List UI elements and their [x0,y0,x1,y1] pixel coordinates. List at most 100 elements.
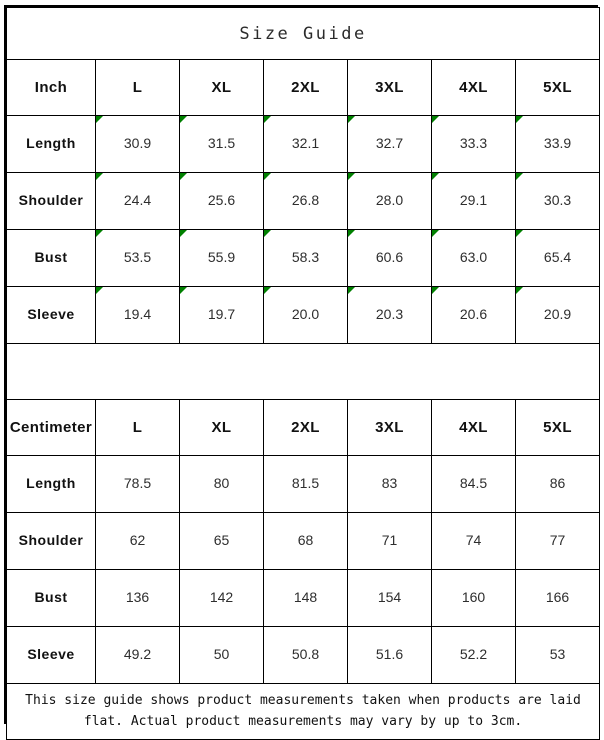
footer-note-row: This size guide shows product measuremen… [5,683,601,740]
size-header-cell: 4XL [431,59,516,116]
size-label: 3XL [375,418,404,436]
measure-value: 25.6 [207,192,236,208]
measure-value-cell: 19.4 [95,286,180,344]
measure-value: 20.6 [459,306,488,322]
measure-value: 49.2 [123,646,152,662]
measure-value: 62 [129,532,146,548]
size-header-cell: XL [179,399,264,456]
measure-value: 52.2 [459,646,488,662]
size-label: 4XL [459,78,488,96]
measure-value-cell: 60.6 [347,229,432,287]
measure-value-cell: 20.6 [431,286,516,344]
measure-value-cell: 62 [95,512,180,570]
size-header-cell: 5XL [514,59,601,116]
header-row: Centimeter L XL 2XL 3XL 4XL 5XL [6,399,601,456]
measure-value-cell: 84.5 [431,455,516,513]
measure-value: 26.8 [291,192,320,208]
measure-label: Shoulder [18,192,84,208]
measure-value-cell: 81.5 [263,455,348,513]
measure-value: 28.0 [375,192,404,208]
footer-note-text: This size guide shows product measuremen… [25,693,581,729]
measure-label: Bust [34,589,68,605]
measure-value-cell: 33.3 [431,115,516,173]
measure-value: 81.5 [291,475,320,491]
measure-value-cell: 74 [431,512,516,570]
measure-value: 86 [549,475,566,491]
measure-value: 33.3 [459,135,488,151]
measure-value-cell: 166 [514,569,601,627]
measure-value-cell: 142 [179,569,264,627]
measure-value-cell: 52.2 [431,626,516,684]
table-row: Bust 136 142 148 154 160 166 [6,569,601,627]
measure-value: 29.1 [459,192,488,208]
size-header-cell: L [95,59,180,116]
page-title: Size Guide [239,23,367,44]
measure-value-cell: 25.6 [179,172,264,230]
measure-value-cell: 78.5 [95,455,180,513]
measure-value: 68 [297,532,314,548]
size-header-cell: 3XL [347,399,432,456]
measure-value: 58.3 [291,249,320,265]
measure-label-cell: Shoulder [6,172,96,230]
size-label: XL [211,418,232,436]
title-cell: Size Guide [5,7,601,60]
measure-label-cell: Length [6,455,96,513]
measure-value: 32.1 [291,135,320,151]
measure-value: 154 [377,589,402,605]
measure-value-cell: 83 [347,455,432,513]
measure-value-cell: 51.6 [347,626,432,684]
measure-value: 65.4 [543,249,572,265]
measure-value-cell: 65.4 [514,229,601,287]
measure-value: 31.5 [207,135,236,151]
size-label: 2XL [291,78,320,96]
measure-value-cell: 50 [179,626,264,684]
measure-value: 55.9 [207,249,236,265]
measure-value-cell: 53 [514,626,601,684]
measure-value-cell: 136 [95,569,180,627]
measure-value-cell: 58.3 [263,229,348,287]
measure-label: Shoulder [18,532,84,548]
measure-value: 84.5 [459,475,488,491]
measure-value: 166 [545,589,570,605]
measure-label-cell: Bust [6,229,96,287]
unit-label: Centimeter [9,418,93,436]
measure-label: Sleeve [27,646,75,662]
size-label: L [132,78,143,96]
measure-value: 33.9 [543,135,572,151]
measure-value: 83 [381,475,398,491]
measure-value: 32.7 [375,135,404,151]
measure-value-cell: 148 [263,569,348,627]
measure-value-cell: 26.8 [263,172,348,230]
measure-value: 80 [213,475,230,491]
table-row: Length 30.9 31.5 32.1 32.7 33.3 33.9 [6,115,601,173]
measure-value: 30.3 [543,192,572,208]
measure-value: 53.5 [123,249,152,265]
size-header-cell: 2XL [263,399,348,456]
measure-value-cell: 53.5 [95,229,180,287]
size-label: 5XL [543,418,572,436]
size-header-cell: L [95,399,180,456]
measure-value: 24.4 [123,192,152,208]
measure-value-cell: 68 [263,512,348,570]
measure-value-cell: 28.0 [347,172,432,230]
measure-value-cell: 32.7 [347,115,432,173]
table-row: Sleeve 49.2 50 50.8 51.6 52.2 53 [6,626,601,684]
measure-value-cell: 30.3 [514,172,601,230]
size-guide-table: Size Guide Inch L XL 2XL 3XL 4XL 5XL Length 30.9… [5,7,601,740]
size-header-cell: XL [179,59,264,116]
measure-value: 71 [381,532,398,548]
title-row: Size Guide [5,7,601,60]
measure-value-cell: 20.3 [347,286,432,344]
measure-value-cell: 77 [514,512,601,570]
measure-value: 20.0 [291,306,320,322]
measure-value: 63.0 [459,249,488,265]
measure-value: 74 [465,532,482,548]
measure-value: 53 [549,646,566,662]
measure-value-cell: 20.9 [514,286,601,344]
measure-value-cell: 55.9 [179,229,264,287]
measure-label: Sleeve [27,306,75,322]
size-header-cell: 3XL [347,59,432,116]
measure-value-cell: 71 [347,512,432,570]
measure-value-cell: 30.9 [95,115,180,173]
measure-label: Length [26,135,76,151]
